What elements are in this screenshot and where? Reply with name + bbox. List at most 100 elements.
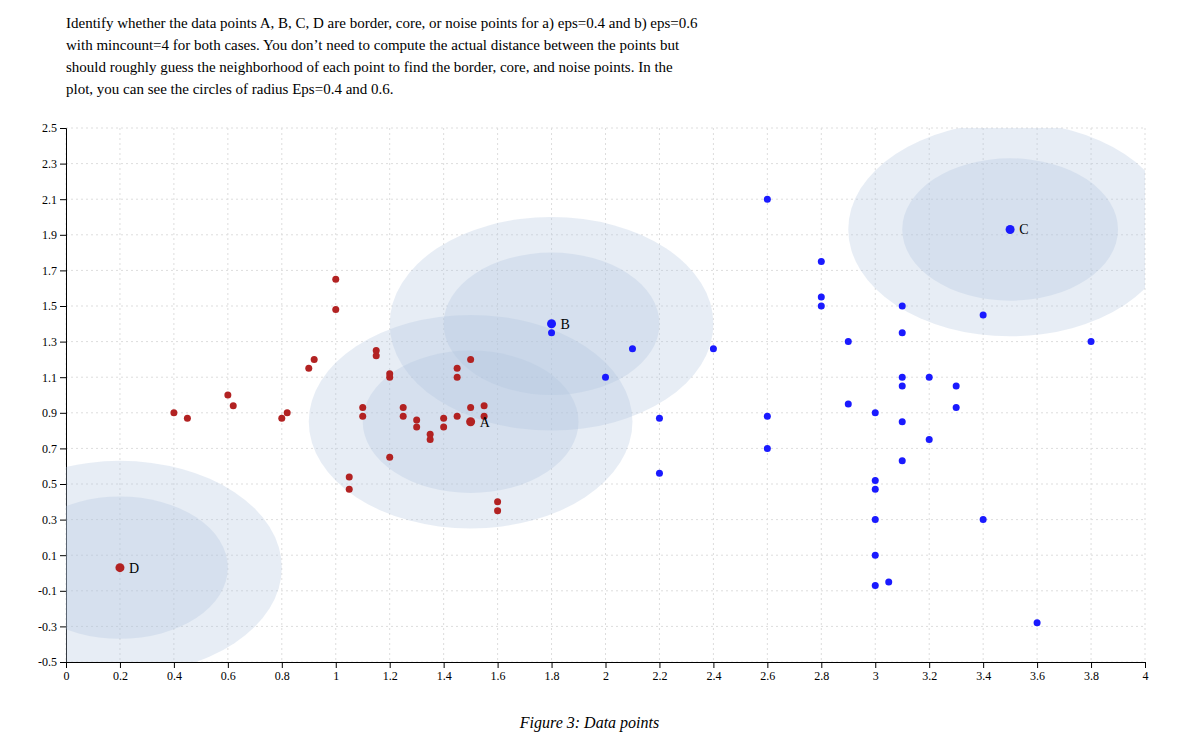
named-point [547,319,556,328]
x-tick-label: 1.8 [545,669,560,683]
grid-line-x [821,128,822,662]
x-tick-mark [1091,662,1092,668]
x-tick-mark [120,662,121,668]
point [413,424,420,431]
point [872,582,879,589]
y-tick: -0.5 [38,655,66,669]
x-tick: 2.4 [706,662,721,683]
point [818,294,825,301]
y-tick-mark [60,164,66,165]
y-tick-mark [60,413,66,414]
y-tick-mark [60,270,66,271]
point [818,258,825,265]
subtitle-line: plot, you can see the circles of radius … [66,81,394,97]
x-tick: 0 [64,662,70,683]
marks [66,128,1145,662]
point [386,370,393,377]
y-tick-label: 0.5 [42,477,57,491]
point-labels: ABCD [129,222,1029,575]
x-tick: 2.6 [760,662,775,683]
x-tick: 2.2 [652,662,667,683]
y-tick-label: -0.3 [38,620,57,634]
x-tick-label: 2 [603,669,609,683]
point [764,445,771,452]
y-tick-mark [60,520,66,521]
point [899,374,906,381]
y-tick: 2.1 [42,193,66,207]
y-tick-label: 2.5 [42,121,57,135]
x-tick-mark [821,662,822,668]
point [170,409,177,416]
x-tick: 2.8 [814,662,829,683]
x-tick: 2 [603,662,609,683]
y-tick-label: 1.3 [42,335,57,349]
x-tick-mark [552,662,553,668]
x-tick-mark [1037,662,1038,668]
y-tick-label: 1.5 [42,299,57,313]
series [170,276,501,514]
x-tick-label: 1 [333,669,339,683]
grid-line-x [767,128,768,662]
x-tick-label: 4 [1143,669,1149,683]
x-tick: 4 [1143,662,1149,683]
x-tick-label: 3.4 [976,669,991,683]
x-tick: 0.2 [113,662,128,683]
y-tick-label: 2.1 [42,193,57,207]
point [467,404,474,411]
point [899,418,906,425]
x-tick-mark [606,662,607,668]
named-point [1006,225,1015,234]
point [454,365,461,372]
point [284,409,291,416]
point [332,276,339,283]
y-tick: 1.3 [42,335,66,349]
point [872,552,879,559]
y-tick-mark [60,484,66,485]
y-tick-mark [60,591,66,592]
y-tick: 2.5 [42,121,66,135]
point [427,431,434,438]
x-tick-mark [983,662,984,668]
grid-line-x [281,128,282,662]
x-tick-mark [390,662,391,668]
point [1088,338,1095,345]
plot: 00.20.40.60.811.21.41.61.822.22.42.62.83… [0,121,1172,682]
x-tick: 1.6 [491,662,506,683]
header: Identify whether the data points A, B, C… [66,15,698,97]
point-label: B [561,317,570,332]
x-tick: 0.6 [221,662,236,683]
x-tick-mark [228,662,229,668]
point [230,402,237,409]
point [278,415,285,422]
y-tick-mark [60,342,66,343]
y-tick: -0.1 [38,584,66,598]
point [764,196,771,203]
x-tick-mark [929,662,930,668]
point [494,498,501,505]
x-tick: 1 [333,662,339,683]
x-tick-mark [767,662,768,668]
point [332,306,339,313]
y-tick-label: 0.1 [42,549,57,563]
x-tick: 3.6 [1030,662,1045,683]
point-label: D [129,561,139,576]
x-tick-mark [282,662,283,668]
x-tick: 3 [873,662,879,683]
x-tick-label: 2.8 [814,669,829,683]
point [373,347,380,354]
y-tick-label: 1.1 [42,371,57,385]
point [953,383,960,390]
y-tick-mark [60,199,66,200]
series [548,196,1095,627]
point [926,436,933,443]
chart: Identify whether the data points A, B, C… [0,0,1179,748]
point [305,365,312,372]
x-tick-label: 2.2 [652,669,667,683]
point [311,356,318,363]
neighborhood-circle [848,128,1145,336]
point [454,413,461,420]
point-label: A [480,415,491,430]
point [926,374,933,381]
x-tick-label: 1.2 [383,669,398,683]
x-tick-label: 2.4 [706,669,721,683]
